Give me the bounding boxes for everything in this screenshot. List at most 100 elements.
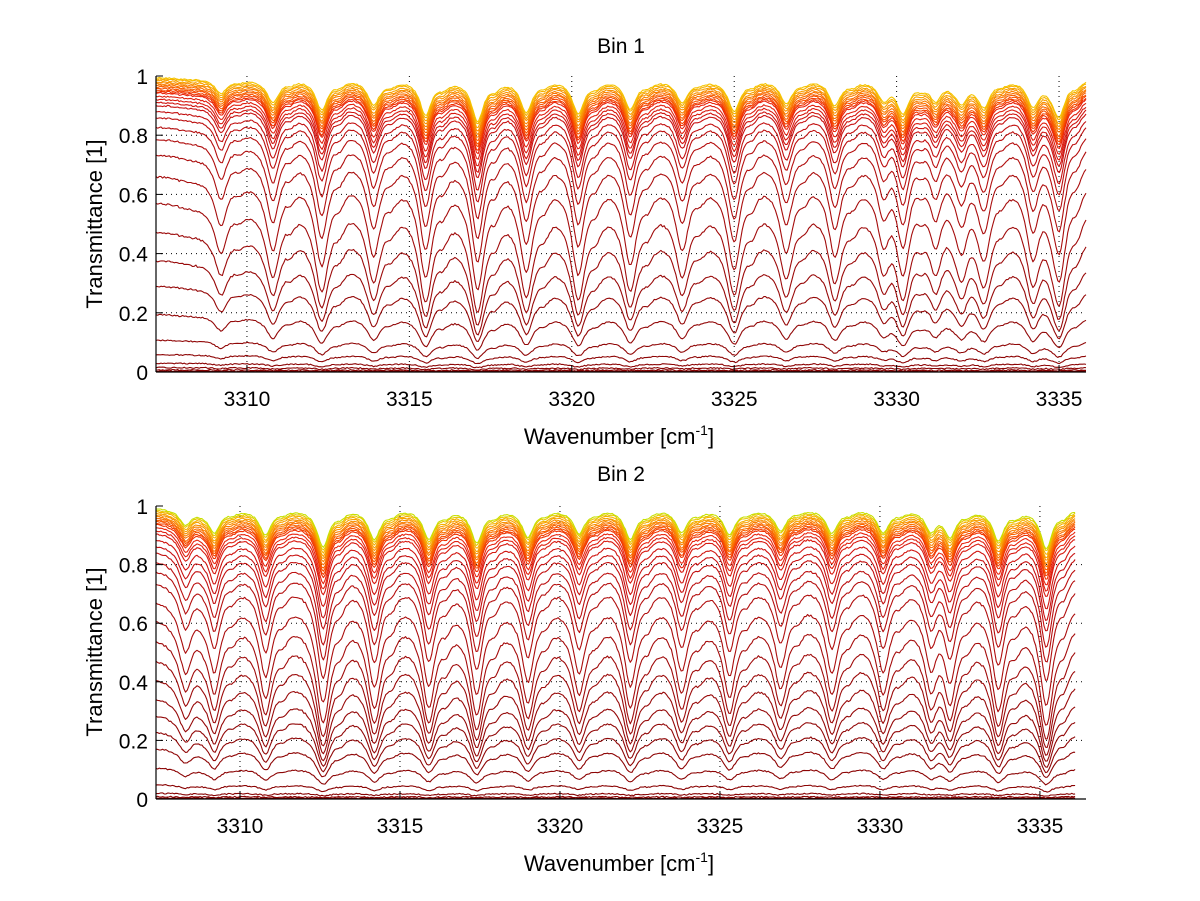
series-line	[155, 511, 1076, 555]
y-tick-label: 0.8	[119, 125, 148, 148]
x-axis-label-close: ]	[708, 851, 714, 876]
series-line	[155, 231, 1087, 326]
series-line	[155, 530, 1076, 592]
series-line	[155, 175, 1087, 291]
series-line	[155, 523, 1076, 580]
series-line	[155, 680, 1076, 756]
series-line	[155, 509, 1076, 551]
x-tick-label: 3330	[873, 388, 920, 411]
x-tick-label: 3320	[548, 388, 595, 411]
y-tick-label: 0	[136, 362, 148, 385]
series-line	[155, 353, 1087, 365]
series-line	[155, 699, 1076, 762]
y-tick-label: 0.2	[119, 303, 148, 326]
x-tick-label: 3310	[224, 388, 271, 411]
y-axis-label: Transmittance [1]	[82, 139, 107, 308]
series-line	[155, 519, 1076, 571]
grid	[156, 506, 1086, 799]
series-line	[155, 313, 1087, 351]
y-ticks: 0 0.2 0.4 0.6 0.8 1	[119, 66, 163, 385]
x-ticks: 3310 3315 3320 3325 3330 3335	[217, 792, 1064, 838]
x-axis-label-sup: -1	[696, 422, 709, 438]
series-line	[155, 792, 1076, 797]
series-line	[155, 95, 1087, 160]
series-line	[155, 620, 1076, 726]
y-axis-label: Transmittance [1]	[82, 567, 107, 736]
series-line	[155, 91, 1087, 155]
series-line	[155, 285, 1087, 343]
x-axis-label: Wavenumber [cm-1]	[524, 422, 714, 449]
series-line	[155, 104, 1087, 179]
subplot-bin-1: Bin 1 3310 3315 3320 3325 3330 3335 0 0.2 0.4 0.…	[82, 35, 1087, 449]
x-tick-label: 3335	[1017, 815, 1064, 838]
series-line	[155, 517, 1076, 568]
y-tick-label: 0.4	[119, 672, 149, 695]
series-line	[155, 515, 1076, 565]
series-line	[155, 85, 1087, 142]
series-line	[155, 546, 1076, 621]
x-tick-label: 3325	[711, 388, 758, 411]
x-tick-label: 3320	[537, 815, 584, 838]
series-line	[155, 87, 1087, 145]
series-line	[155, 715, 1076, 768]
series-line	[155, 139, 1087, 240]
x-tick-label: 3325	[697, 815, 744, 838]
x-axis-label-sup: -1	[696, 849, 709, 865]
series-line	[155, 767, 1076, 786]
series-line	[155, 362, 1087, 369]
series-line	[155, 79, 1087, 128]
y-tick-label: 1	[136, 496, 148, 519]
y-ticks: 0 0.2 0.4 0.6 0.8 1	[119, 496, 163, 812]
series-line	[155, 533, 1076, 597]
series-line	[155, 527, 1076, 586]
y-tick-label: 1	[136, 66, 148, 89]
series-line	[155, 202, 1087, 313]
y-tick-label: 0.8	[119, 555, 148, 578]
chart-title: Bin 2	[597, 463, 645, 486]
x-tick-label: 3315	[386, 388, 433, 411]
series-line	[155, 795, 1076, 799]
x-tick-label: 3330	[857, 815, 904, 838]
y-tick-label: 0.6	[119, 613, 148, 636]
series-line	[155, 76, 1087, 123]
x-axis-label: Wavenumber [cm-1]	[524, 849, 714, 876]
series-line	[155, 366, 1087, 371]
series-line	[156, 101, 1087, 173]
series-line	[155, 641, 1076, 740]
series-line	[155, 339, 1087, 360]
series-line	[155, 571, 1076, 663]
series-line	[155, 260, 1087, 336]
series-line	[155, 117, 1087, 203]
series-line	[155, 82, 1087, 136]
x-tick-label: 3315	[377, 815, 424, 838]
subplot-bin-2: Bin 2 3310 3315 3320 3325 3330 3335 0 0.2 0.4 0.…	[82, 463, 1086, 876]
x-axis-label-text: Wavenumber [cm	[524, 424, 696, 449]
y-tick-label: 0.2	[119, 730, 148, 753]
x-tick-label: 3310	[217, 815, 264, 838]
series-line	[155, 78, 1087, 125]
axes	[155, 76, 1086, 373]
series-line	[155, 784, 1076, 793]
y-tick-label: 0	[136, 789, 148, 812]
series-line	[155, 81, 1087, 132]
series-line	[155, 89, 1087, 148]
series-line	[155, 110, 1087, 191]
series-line	[155, 368, 1086, 372]
chart-title: Bin 1	[597, 35, 645, 58]
series-line	[155, 602, 1076, 706]
series-line	[156, 520, 1076, 574]
y-tick-label: 0.6	[119, 184, 148, 207]
series-group	[155, 508, 1076, 800]
series-line	[155, 154, 1087, 263]
x-axis-label-close: ]	[708, 424, 714, 449]
series-line	[156, 84, 1087, 138]
series-line	[155, 522, 1076, 577]
series-line	[155, 514, 1076, 561]
series-line	[155, 561, 1076, 648]
y-tick-label: 0.4	[119, 244, 149, 267]
series-line	[155, 552, 1076, 632]
series-line	[155, 539, 1076, 610]
series-line	[155, 660, 1076, 748]
series-line	[155, 583, 1076, 681]
